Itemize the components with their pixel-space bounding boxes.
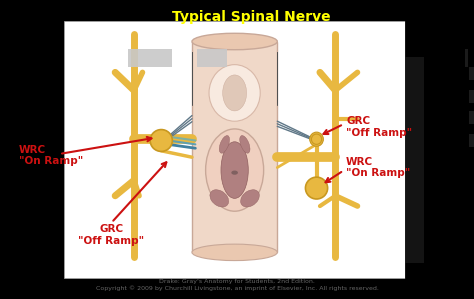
Text: WRC
"On Ramp": WRC "On Ramp" [346,157,410,178]
Ellipse shape [241,190,259,207]
Text: GRC
"Off Ramp": GRC "Off Ramp" [78,224,145,246]
Bar [405,0,474,299]
Ellipse shape [310,132,323,146]
Bar [469,67,474,80]
Bar [128,49,173,67]
Text: WRC
"On Ramp": WRC "On Ramp" [19,145,83,166]
Bar [64,21,405,278]
Bar [405,57,424,263]
Ellipse shape [240,135,250,153]
Ellipse shape [192,33,277,50]
Text: GRC
"Off Ramp": GRC "Off Ramp" [346,116,412,138]
Ellipse shape [305,177,328,199]
Bar [192,42,277,252]
Bar [469,111,474,124]
Text: Drake: Gray's Anatomy for Students, 2nd Edition.
Copyright © 2009 by Churchill L: Drake: Gray's Anatomy for Students, 2nd … [96,279,378,291]
Bar [465,49,468,67]
Ellipse shape [223,75,246,111]
Ellipse shape [209,65,260,121]
Circle shape [231,170,238,175]
Ellipse shape [206,129,264,211]
Ellipse shape [210,190,228,207]
Bar [197,49,228,67]
Ellipse shape [221,142,248,198]
Ellipse shape [192,244,277,260]
Ellipse shape [219,135,229,153]
Bar [469,90,474,103]
Text: Typical Spinal Nerve: Typical Spinal Nerve [172,10,330,25]
Ellipse shape [311,134,322,144]
Ellipse shape [150,129,173,151]
Bar [469,134,474,147]
